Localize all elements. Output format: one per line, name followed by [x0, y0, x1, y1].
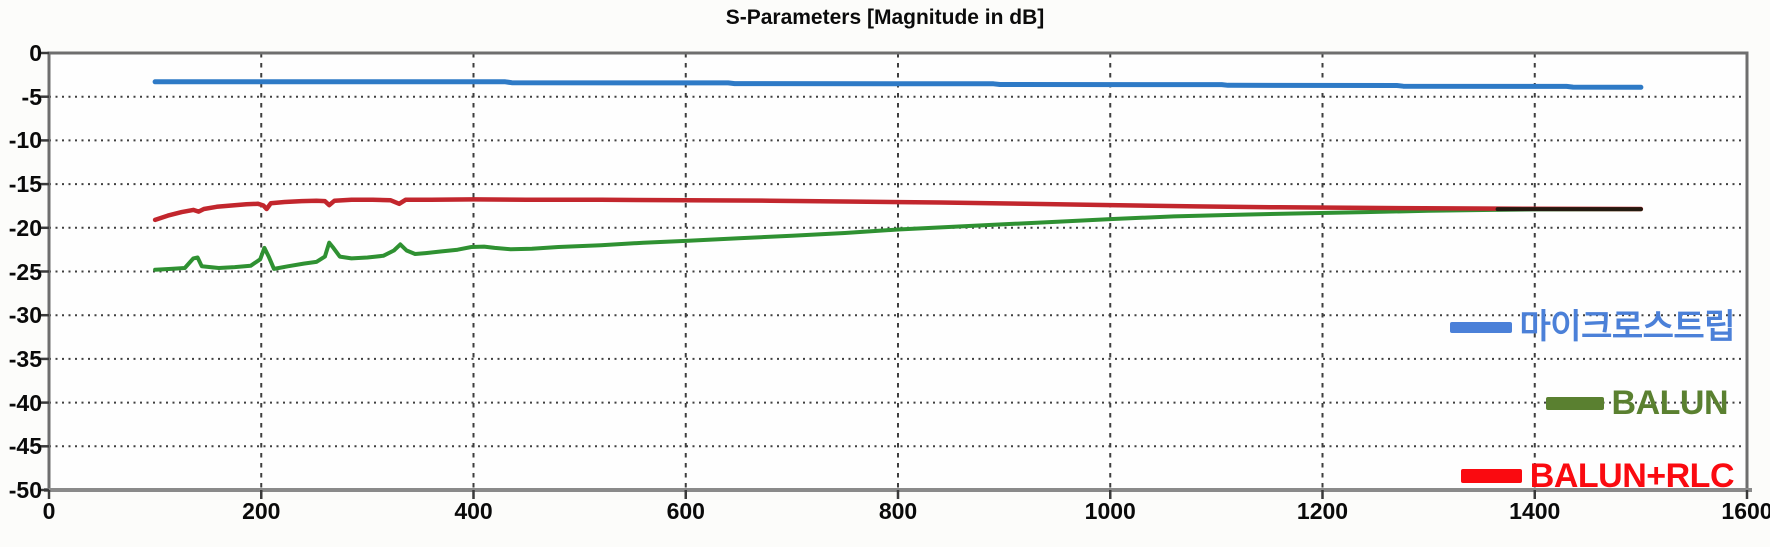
legend-item-balun: BALUN — [1545, 384, 1729, 422]
chart-title: S-Parameters [Magnitude in dB] — [725, 6, 1045, 29]
x-tick-label: 1400 — [1509, 498, 1561, 524]
legend-label-microstrip: 마이크로스트립 — [1519, 308, 1736, 346]
y-tick-label: -25 — [8, 258, 42, 285]
legend-label-balun-rlc: BALUN+RLC — [1529, 457, 1735, 495]
x-tick-label: 200 — [242, 498, 281, 524]
y-tick-label: -30 — [8, 302, 42, 329]
legend-swatch-microstrip-icon — [1449, 321, 1512, 333]
y-tick-label: -45 — [8, 433, 42, 460]
y-tick-label: -5 — [21, 83, 42, 110]
legend-swatch-balun-icon — [1545, 396, 1604, 410]
x-tick-label: 400 — [454, 498, 493, 524]
x-tick-label: 600 — [666, 498, 705, 524]
x-tick-label: 0 — [42, 498, 56, 524]
x-tick-label: 800 — [878, 498, 918, 524]
curve-balun-rlc — [152, 197, 1644, 223]
y-tick-label: -15 — [8, 171, 42, 198]
y-tick-label: -40 — [8, 389, 42, 416]
x-tick-label: 1000 — [1084, 498, 1136, 524]
legend-item-balun-rlc: BALUN+RLC — [1460, 457, 1735, 495]
x-tick-label: 1200 — [1296, 498, 1349, 524]
curve-balun — [153, 207, 1643, 272]
legend-item-microstrip: 마이크로스트립 — [1449, 308, 1736, 346]
y-tick-label: -20 — [8, 214, 42, 241]
y-tick-label: -35 — [8, 345, 42, 372]
curve-microstrip — [152, 79, 1644, 90]
y-tick-label: -50 — [8, 477, 42, 503]
y-tick-label: -10 — [8, 127, 42, 154]
legend-label-balun: BALUN — [1611, 384, 1729, 422]
y-tick-label: 0 — [29, 40, 42, 66]
x-tick-label: 1600 — [1721, 498, 1770, 524]
legend-swatch-balun-rlc-icon — [1460, 469, 1522, 483]
